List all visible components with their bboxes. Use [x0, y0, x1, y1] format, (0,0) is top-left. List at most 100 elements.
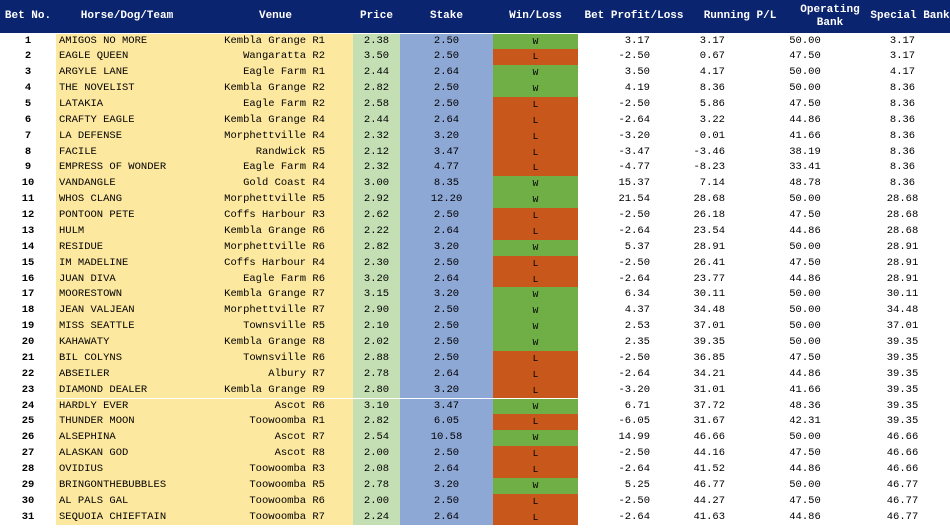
bet-no-cell[interactable]: 27 [21, 447, 35, 460]
win-loss-cell[interactable]: L [493, 382, 578, 399]
stake-cell[interactable]: 3.20 [400, 382, 493, 399]
price-cell[interactable]: 2.00 [353, 493, 400, 510]
bet-profit-loss-cell[interactable]: -2.50 [618, 494, 650, 507]
operating-bank-cell[interactable]: 44.86 [789, 462, 821, 475]
bet-profit-loss-cell[interactable]: 6.34 [624, 288, 650, 301]
win-loss-cell[interactable]: L [493, 446, 578, 462]
stake-cell[interactable]: 2.50 [400, 208, 493, 224]
venue-cell[interactable]: Ascot R6 [198, 398, 353, 415]
price-cell[interactable]: 2.82 [353, 81, 400, 97]
price-cell[interactable]: 2.32 [353, 160, 400, 177]
horse-cell[interactable]: JUAN DIVA [56, 271, 198, 288]
operating-bank-cell[interactable]: 47.50 [789, 50, 821, 63]
special-bank-cell[interactable]: 8.36 [889, 161, 916, 174]
bet-profit-loss-cell[interactable]: -2.50 [618, 447, 650, 460]
horse-cell[interactable]: VANDANGLE [56, 176, 198, 193]
stake-cell[interactable]: 3.20 [400, 239, 493, 256]
stake-cell[interactable]: 2.50 [400, 49, 493, 66]
bet-no-cell[interactable]: 26 [21, 431, 35, 444]
operating-bank-cell[interactable]: 47.50 [789, 256, 821, 269]
win-loss-cell[interactable]: W [493, 398, 578, 415]
running-pl-cell[interactable]: 44.16 [693, 447, 725, 460]
stake-cell[interactable]: 3.47 [400, 144, 493, 161]
price-cell[interactable]: 2.38 [353, 33, 400, 50]
win-loss-cell[interactable]: L [493, 96, 578, 113]
price-cell[interactable]: 3.50 [353, 49, 400, 66]
header-horse[interactable]: Horse/Dog/Team [80, 10, 174, 22]
bet-profit-loss-cell[interactable]: 5.25 [624, 478, 650, 491]
running-pl-cell[interactable]: 44.27 [693, 494, 725, 507]
header-bet-profit-loss[interactable]: Bet Profit/Loss [584, 10, 684, 22]
running-pl-cell[interactable]: -3.46 [693, 145, 725, 158]
bet-no-cell[interactable]: 30 [21, 494, 35, 507]
win-loss-cell[interactable]: L [493, 128, 578, 145]
bet-no-cell[interactable]: 5 [24, 97, 32, 110]
special-bank-cell[interactable]: 8.36 [889, 82, 916, 95]
bet-profit-loss-cell[interactable]: 21.54 [618, 193, 650, 206]
win-loss-cell[interactable]: W [493, 239, 578, 256]
stake-cell[interactable]: 2.64 [400, 366, 493, 383]
win-loss-cell[interactable]: L [493, 414, 578, 431]
venue-cell[interactable]: Eagle Farm R1 [198, 65, 353, 82]
bet-profit-loss-cell[interactable]: -2.64 [618, 272, 650, 285]
bet-no-cell[interactable]: 13 [21, 224, 35, 237]
bet-profit-loss-cell[interactable]: -3.47 [618, 145, 650, 158]
operating-bank-cell[interactable]: 47.50 [789, 351, 821, 364]
operating-bank-cell[interactable]: 50.00 [789, 240, 821, 253]
operating-bank-cell[interactable]: 44.86 [789, 113, 821, 126]
price-cell[interactable]: 3.10 [353, 398, 400, 415]
operating-bank-cell[interactable]: 47.50 [789, 494, 821, 507]
horse-cell[interactable]: HULM [56, 223, 198, 240]
special-bank-cell[interactable]: 3.17 [889, 50, 916, 63]
special-bank-cell[interactable]: 28.91 [886, 240, 919, 253]
horse-cell[interactable]: DIAMOND DEALER [56, 382, 198, 399]
bet-profit-loss-cell[interactable]: 2.35 [624, 336, 650, 349]
price-cell[interactable]: 2.54 [353, 430, 400, 447]
win-loss-cell[interactable]: W [493, 319, 578, 336]
bet-no-cell[interactable]: 12 [21, 209, 35, 222]
operating-bank-cell[interactable]: 50.00 [789, 193, 821, 206]
running-pl-cell[interactable]: 28.91 [693, 240, 725, 253]
operating-bank-cell[interactable]: 50.00 [789, 288, 821, 301]
bet-no-cell[interactable]: 24 [21, 399, 35, 412]
venue-cell[interactable]: Coffs Harbour R3 [198, 208, 353, 224]
win-loss-cell[interactable]: W [493, 287, 578, 304]
special-bank-cell[interactable]: 39.35 [886, 383, 919, 396]
bet-no-cell[interactable]: 31 [21, 510, 35, 523]
running-pl-cell[interactable]: 30.11 [693, 288, 725, 301]
stake-cell[interactable]: 12.20 [400, 192, 493, 209]
bet-no-cell[interactable]: 21 [21, 351, 35, 364]
win-loss-cell[interactable]: L [493, 493, 578, 510]
bet-no-cell[interactable]: 10 [21, 177, 35, 190]
price-cell[interactable]: 2.88 [353, 350, 400, 367]
special-bank-cell[interactable]: 28.68 [886, 193, 919, 206]
bet-no-cell[interactable]: 16 [21, 272, 35, 285]
bet-profit-loss-cell[interactable]: -3.20 [618, 129, 650, 142]
stake-cell[interactable]: 8.35 [400, 176, 493, 193]
horse-cell[interactable]: WHOS CLANG [56, 192, 198, 209]
operating-bank-cell[interactable]: 47.50 [789, 209, 821, 222]
win-loss-cell[interactable]: W [493, 477, 578, 494]
price-cell[interactable]: 3.20 [353, 271, 400, 288]
running-pl-cell[interactable]: 23.54 [693, 224, 725, 237]
running-pl-cell[interactable]: 37.01 [693, 320, 725, 333]
price-cell[interactable]: 2.80 [353, 382, 400, 399]
special-bank-cell[interactable]: 46.77 [886, 510, 919, 523]
bet-no-cell[interactable]: 8 [24, 145, 32, 158]
venue-cell[interactable]: Townsville R6 [198, 350, 353, 367]
operating-bank-cell[interactable]: 50.00 [789, 336, 821, 349]
stake-cell[interactable]: 2.50 [400, 446, 493, 462]
win-loss-cell[interactable]: L [493, 223, 578, 240]
stake-cell[interactable]: 2.50 [400, 303, 493, 320]
bet-no-cell[interactable]: 17 [21, 288, 35, 301]
venue-cell[interactable]: Morphettville R7 [198, 303, 353, 320]
special-bank-cell[interactable]: 46.66 [886, 431, 919, 444]
venue-cell[interactable]: Kembla Grange R4 [198, 112, 353, 129]
special-bank-cell[interactable]: 28.91 [886, 256, 919, 269]
stake-cell[interactable]: 2.50 [400, 33, 493, 50]
bet-no-cell[interactable]: 19 [21, 320, 35, 333]
venue-cell[interactable]: Albury R7 [198, 366, 353, 383]
bet-profit-loss-cell[interactable]: -2.64 [618, 462, 650, 475]
venue-cell[interactable]: Kembla Grange R1 [198, 33, 353, 50]
price-cell[interactable]: 2.24 [353, 509, 400, 526]
